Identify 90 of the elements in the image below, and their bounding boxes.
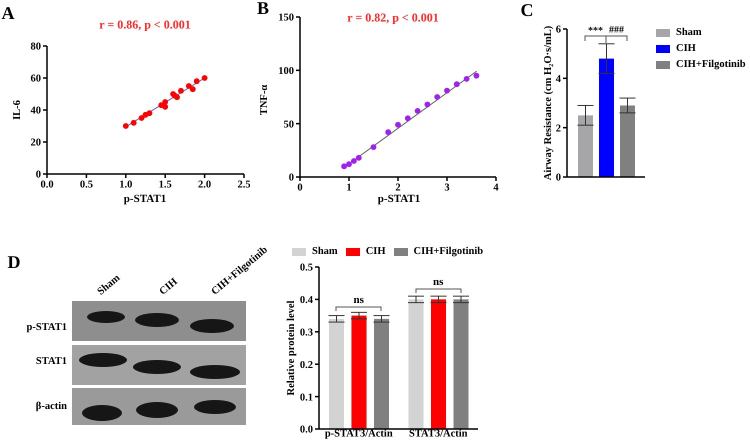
point [464, 76, 470, 82]
point [178, 88, 184, 94]
y-tick-label: 6 [556, 24, 561, 36]
bar [599, 58, 614, 177]
y-tick-label: 150 [278, 12, 294, 24]
legend-label: Sham [676, 26, 702, 38]
point [444, 88, 450, 94]
chart-title: A [2, 3, 14, 24]
annotation: ### [609, 24, 624, 36]
point [138, 115, 144, 121]
bar [454, 299, 468, 429]
legend-label: Sham [312, 246, 338, 258]
bar [374, 318, 389, 429]
y-tick-label: 80 [30, 42, 41, 53]
y-tick-label: 50 [284, 119, 294, 130]
point [454, 81, 460, 88]
annotation: ns [354, 294, 364, 306]
point [356, 154, 362, 161]
x-tick-label: 2.5 [237, 179, 251, 190]
text: D [8, 252, 20, 273]
x-tick-label: p-STAT3/Actin [324, 428, 393, 440]
point [434, 94, 440, 100]
annotation: ns [433, 276, 444, 288]
legend-label: CIH+Filgotinib [676, 58, 746, 70]
text: STAT1 [36, 356, 67, 368]
y-tick-label: 0.2 [300, 360, 313, 371]
legend-label: CIH+Filgotinib [414, 246, 484, 258]
legend-label: CIH [676, 42, 696, 54]
bar [431, 299, 446, 429]
point [346, 161, 352, 168]
y-tick-label: 0 [36, 170, 41, 181]
text: CIH [158, 276, 180, 298]
x-axis-title: p-STAT1 [378, 192, 420, 206]
chart-title: B [256, 0, 270, 19]
y-tick-label: 100 [278, 66, 294, 78]
x-tick-label: 1.0 [119, 179, 132, 190]
point [424, 102, 430, 108]
bar [578, 115, 593, 177]
point [162, 99, 168, 105]
y-tick-label: 0.1 [300, 392, 313, 404]
x-tick-label: 2 [395, 182, 401, 194]
point [162, 104, 168, 110]
annotation: r = 0.82, p < 0.001 [347, 10, 439, 25]
bar [620, 105, 635, 177]
point [395, 122, 401, 128]
point [385, 129, 392, 136]
text: p-STAT1 [26, 322, 67, 334]
point [474, 72, 480, 79]
point [351, 158, 357, 164]
y-axis-title: TNF-α [259, 84, 271, 116]
x-tick-label: 1.5 [158, 179, 172, 190]
x-tick-label: 4 [493, 182, 500, 194]
point [186, 83, 192, 89]
y-tick-label: 0.4 [300, 295, 314, 306]
y-tick-label: 20 [30, 138, 41, 149]
x-tick-label: 3 [444, 182, 450, 194]
point [190, 86, 196, 92]
text: β-actin [36, 401, 67, 413]
y-axis-title: Airway Resistance (cm H₂O·s/mL) [543, 26, 555, 180]
x-tick-label: 1 [346, 182, 352, 194]
point [146, 110, 152, 116]
bar [329, 318, 344, 429]
text: r = 0.86, p < 0.001 [99, 17, 191, 32]
y-tick-label: 0.3 [300, 328, 313, 339]
point [341, 163, 347, 170]
y-axis-title: IL-6 [12, 100, 24, 120]
legend-label: CIH [366, 246, 386, 258]
x-tick-label: 2.0 [198, 179, 212, 190]
x-tick-label: 0.0 [40, 179, 54, 190]
point [174, 94, 180, 100]
point [414, 108, 420, 114]
point [202, 75, 208, 81]
x-tick-label: STAT3/Actin [408, 428, 468, 440]
y-tick-label: 2 [556, 123, 561, 134]
point [194, 78, 200, 84]
bar [352, 316, 366, 429]
annotation: *** [588, 26, 603, 36]
bar [408, 299, 424, 429]
y-axis-title: Relative protein level [286, 300, 298, 396]
chart-title: C [520, 0, 534, 21]
y-tick-label: 40 [30, 106, 41, 117]
point [404, 115, 411, 122]
point [130, 120, 137, 126]
point [370, 144, 376, 150]
point [122, 123, 129, 129]
x-axis-title: p-STAT1 [124, 192, 166, 206]
x-tick-label: 0.5 [80, 179, 93, 190]
y-tick-label: 60 [30, 74, 41, 85]
y-tick-label: 0.5 [300, 262, 313, 274]
y-tick-label: 4 [556, 74, 562, 86]
